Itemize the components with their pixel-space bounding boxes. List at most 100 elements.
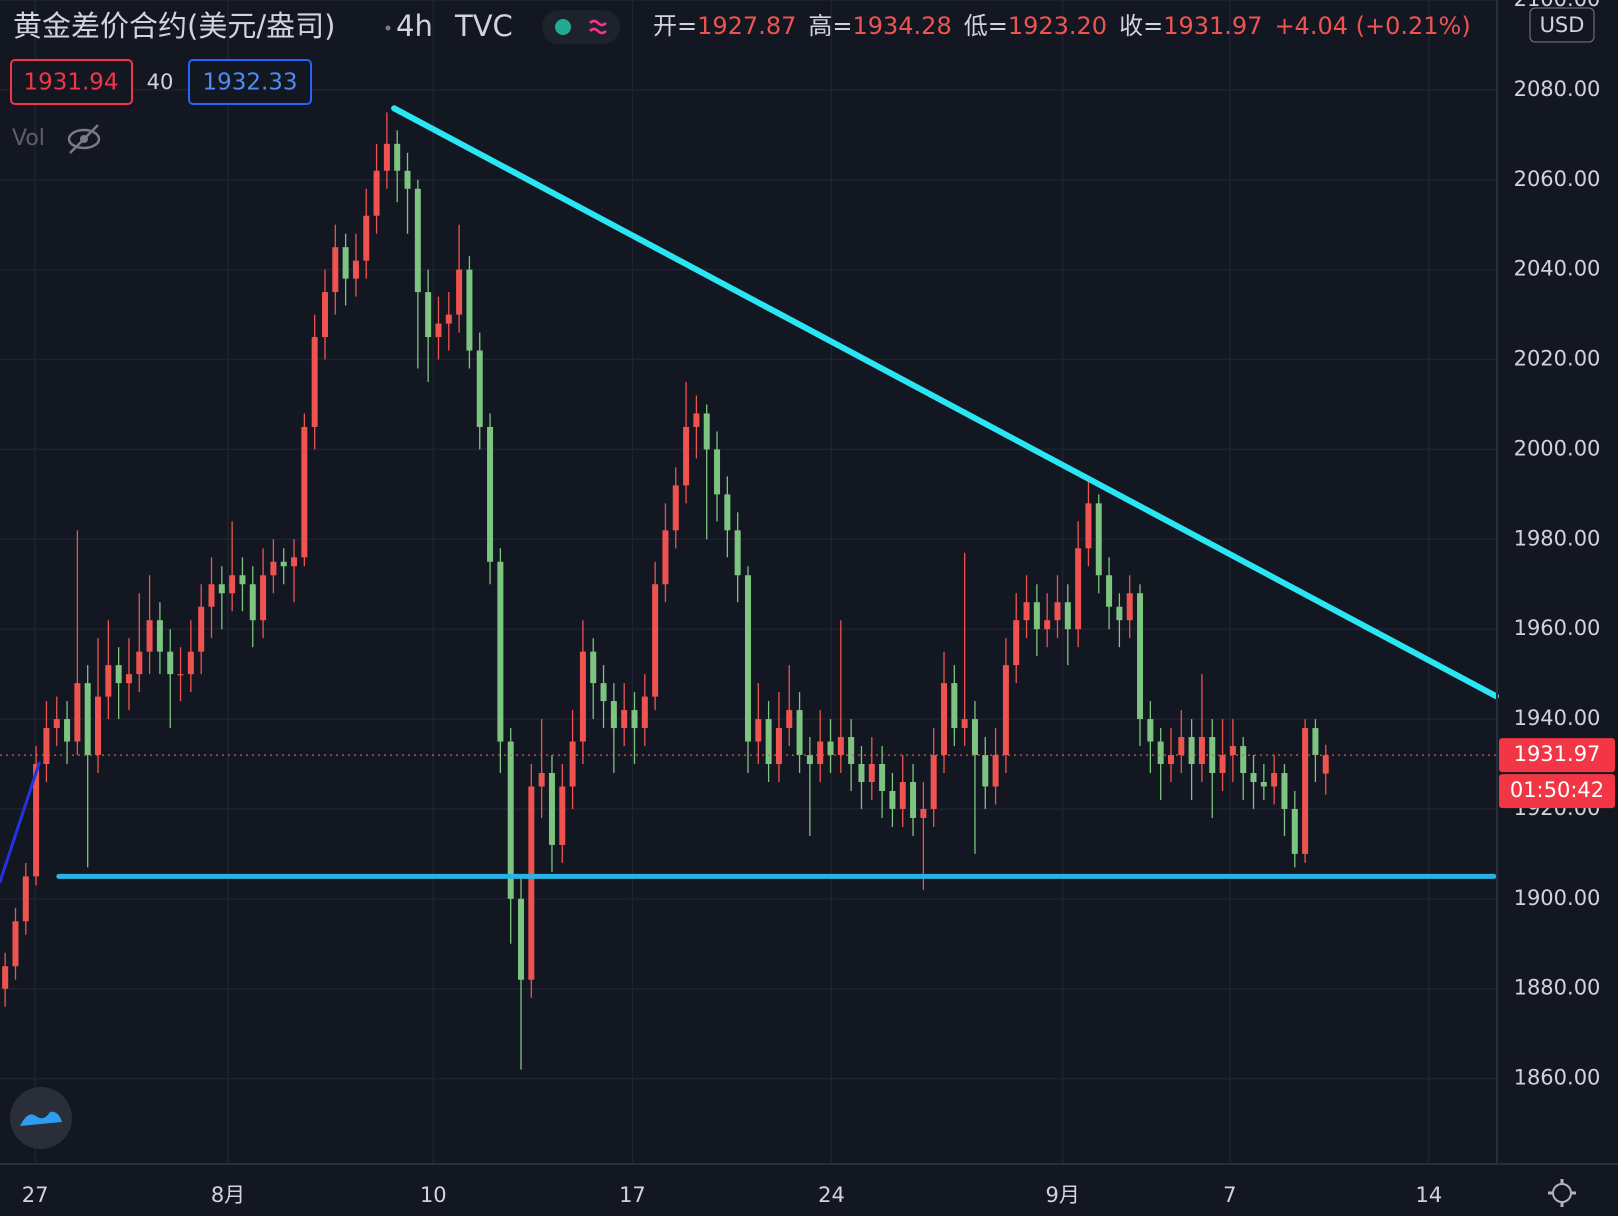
candle-body xyxy=(652,584,659,697)
candle-body xyxy=(569,741,576,787)
countdown-box xyxy=(1499,774,1615,809)
buy-box[interactable] xyxy=(188,59,312,105)
candle-body xyxy=(394,143,401,171)
trend-line xyxy=(391,105,1499,700)
y-tick-label: 2020.00 xyxy=(1514,347,1601,371)
candle-body xyxy=(239,575,246,585)
candle-body xyxy=(951,683,958,729)
candle-body xyxy=(456,269,463,315)
hide-icon[interactable] xyxy=(67,124,101,154)
candle-body xyxy=(817,741,824,765)
x-tick-label: 8月 xyxy=(211,1183,245,1207)
y-tick-label: 1880.00 xyxy=(1514,976,1601,1000)
candle-body xyxy=(352,260,359,279)
candle-body xyxy=(548,773,555,845)
candle-body xyxy=(125,674,132,684)
candle-body xyxy=(1095,503,1102,576)
currency-box[interactable] xyxy=(1529,7,1595,43)
candle-body xyxy=(518,898,525,980)
candle-body xyxy=(1064,602,1071,630)
candle-body xyxy=(105,665,112,697)
candle-body xyxy=(1023,602,1030,621)
currency: USD xyxy=(1540,13,1585,37)
candle-body xyxy=(414,188,421,293)
candle-body xyxy=(1075,548,1082,630)
candle-body xyxy=(291,557,298,567)
ohlc-item: 收=1931.97 xyxy=(1119,14,1262,38)
candle-body xyxy=(1240,746,1247,774)
candle-body xyxy=(930,755,937,809)
candle-body xyxy=(198,606,205,652)
sell-box[interactable] xyxy=(10,59,133,105)
status-dot xyxy=(555,19,571,35)
ohlc-value: 1923.20 xyxy=(1007,12,1108,40)
candle-body xyxy=(1044,620,1051,630)
candle-body xyxy=(806,755,813,765)
candle-body xyxy=(177,674,184,676)
logo[interactable] xyxy=(10,1087,72,1149)
separator-dot xyxy=(385,25,391,31)
y-tick-label: 1960.00 xyxy=(1514,616,1601,640)
ohlc-label: 高= xyxy=(808,12,853,40)
candle-body xyxy=(33,764,40,877)
candle-body xyxy=(332,247,339,293)
candle-body xyxy=(889,790,896,809)
candle-body xyxy=(848,737,855,765)
candle-body xyxy=(435,323,442,338)
status-wave xyxy=(589,19,607,35)
ohlc-item: 低=1923.20 xyxy=(964,14,1107,38)
candle-body xyxy=(559,786,566,845)
candle-body xyxy=(1116,606,1123,621)
trend-line xyxy=(0,761,41,884)
y-tick-label: 2100.00 xyxy=(1514,0,1601,11)
candle-body xyxy=(1178,737,1185,756)
candle-body xyxy=(827,741,834,756)
candle-body xyxy=(497,561,504,742)
ohlc-value: 1927.87 xyxy=(697,12,797,40)
candle-body xyxy=(610,701,617,729)
candle-body xyxy=(74,683,81,742)
candle-body xyxy=(1147,719,1154,742)
candle-body xyxy=(662,530,669,585)
ohlc-legend: 开=1927.87 高=1934.28 低=1923.20 收=1931.97 +4.0… xyxy=(653,14,1471,38)
candle-body xyxy=(858,764,865,782)
sell-price[interactable]: 1931.94 xyxy=(23,70,118,96)
y-tick-label: 2080.00 xyxy=(1514,77,1601,101)
ohlc-item: 高=1934.28 xyxy=(808,14,951,38)
candle-body xyxy=(311,337,318,427)
candle-body xyxy=(641,696,648,729)
candle-body xyxy=(1250,773,1257,782)
candle-body xyxy=(1281,773,1288,809)
candle-body xyxy=(95,696,102,756)
y-tick-label: 1940.00 xyxy=(1514,706,1601,730)
buy-price[interactable]: 1932.33 xyxy=(202,70,297,96)
candle-body xyxy=(404,170,411,189)
settings-icon[interactable] xyxy=(1552,1183,1572,1203)
candle-body xyxy=(342,247,349,279)
candle-body xyxy=(1126,593,1133,621)
candle-body xyxy=(786,710,793,729)
status-pill[interactable] xyxy=(542,10,620,44)
candle-body xyxy=(84,683,91,756)
last-price-box xyxy=(1499,738,1615,773)
candle-body xyxy=(683,426,690,486)
candle-body xyxy=(1002,665,1009,756)
candle-body xyxy=(2,966,9,989)
interval[interactable]: 4h xyxy=(396,9,433,43)
candle-body xyxy=(1106,575,1113,607)
candle-body xyxy=(270,561,277,576)
candle-body xyxy=(879,764,886,791)
candle-body xyxy=(579,651,586,742)
ohlc-value: 1931.97 xyxy=(1163,12,1263,40)
candle-body xyxy=(260,575,267,621)
candle-body xyxy=(1291,808,1298,854)
candle-body xyxy=(218,584,225,594)
candle-body xyxy=(507,741,514,899)
plot xyxy=(0,105,1499,1070)
candle-body xyxy=(992,755,999,787)
candle-body xyxy=(1229,746,1236,756)
candle-body xyxy=(920,808,927,818)
candle-body xyxy=(425,292,432,338)
candle-body xyxy=(12,921,19,967)
